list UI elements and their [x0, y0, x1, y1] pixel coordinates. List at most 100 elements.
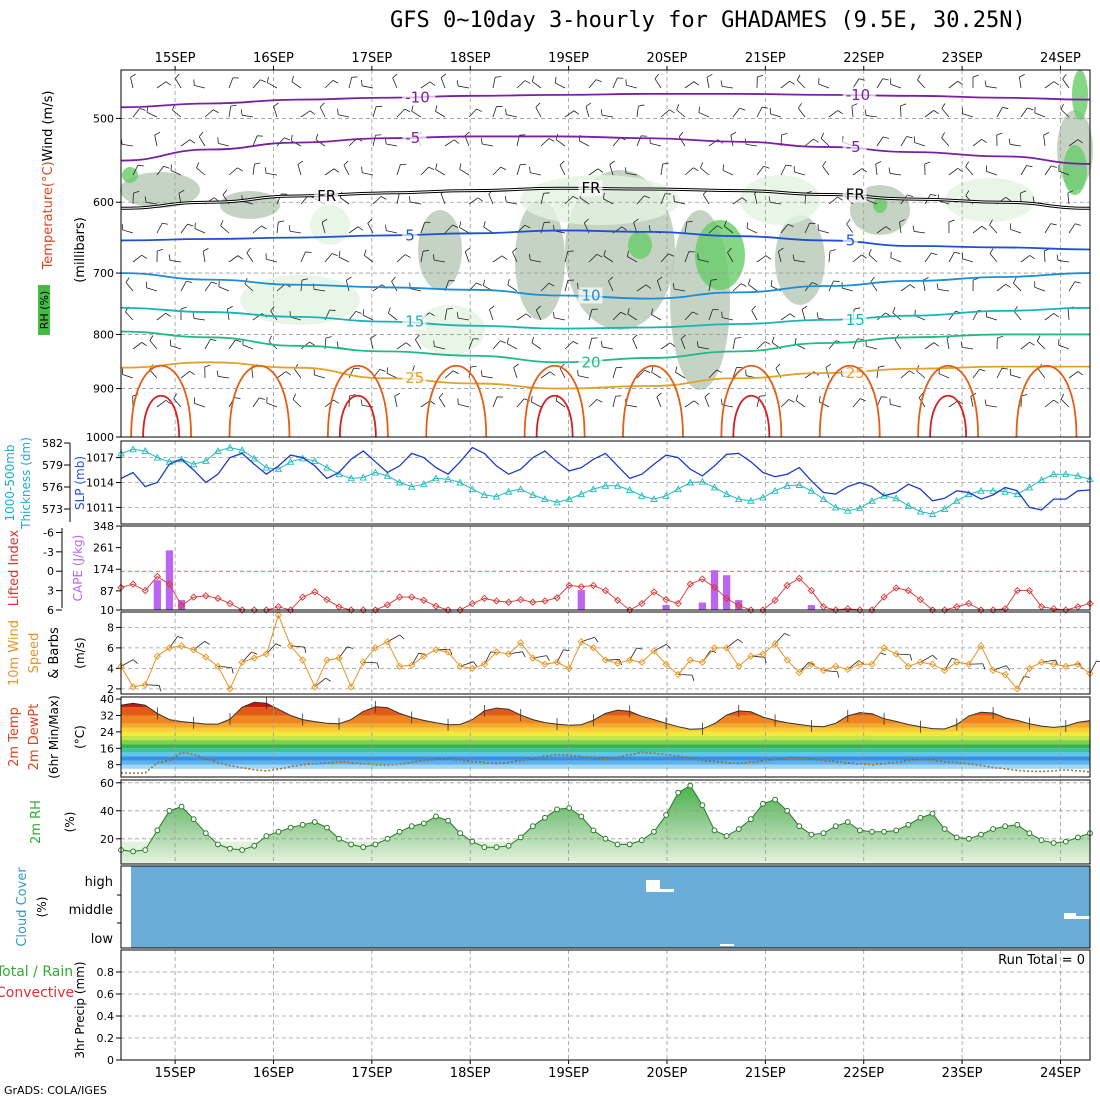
wind10m-barb-feather [276, 644, 281, 646]
top-date-tick-label: 15SEP [155, 51, 196, 66]
wind10m-barb-feather [880, 653, 886, 655]
wind-barb [900, 106, 901, 117]
wind-barb [613, 78, 617, 88]
wind-barb [1045, 82, 1054, 88]
wind-barb [219, 287, 229, 291]
wind-barb [243, 345, 253, 349]
wind-barb [923, 280, 925, 291]
wind10m-barb-feather [910, 655, 912, 661]
wind-barb [181, 224, 188, 233]
wind-barb-feather [652, 366, 653, 372]
wind-barb [493, 77, 495, 88]
wind-barb-feather [865, 110, 866, 116]
wind-barb [325, 254, 332, 262]
wind-barb [757, 256, 766, 262]
top-date-tick-label: 17SEP [351, 51, 392, 66]
thickness-tick-label: 573 [42, 503, 63, 516]
wind-barb-feather [601, 341, 602, 347]
wind-barb [349, 227, 358, 233]
wind-barb [181, 140, 190, 146]
rh-series-point [276, 829, 281, 834]
wind-barb [818, 230, 829, 233]
wind-barb-feather [900, 104, 906, 106]
precip-axis-tick-label: 0.8 [97, 966, 115, 979]
top-date-tick-label: 24SEP [1040, 51, 1081, 66]
rh-series-point [325, 825, 330, 830]
wind-barb [895, 340, 901, 349]
wind-barb [292, 82, 301, 88]
wind-barb [949, 81, 958, 88]
wind-barb-feather [937, 284, 938, 290]
wind-barb-feather [140, 108, 146, 110]
wind-barb [613, 367, 616, 378]
wind-barb [805, 139, 814, 146]
wind-barb [458, 404, 469, 407]
temp-contour-30 [1016, 366, 1076, 437]
rh-series-point [397, 829, 402, 834]
temp-contour-label: FR [581, 179, 600, 197]
wind-barb-feather [405, 109, 410, 112]
wind-barb-feather [332, 254, 338, 256]
rh-series-point [494, 845, 499, 850]
slp-axis-tick-label: 1011 [86, 501, 114, 514]
wind-barb-feather [721, 399, 722, 405]
wind-barb [146, 288, 157, 291]
wind-barb-feather [190, 371, 195, 374]
wind10m-barb-feather [595, 637, 599, 642]
temp-contour-label: -5 [846, 138, 861, 156]
wind-barb-feather [909, 371, 914, 374]
wind10m-ylabel-2: Speed [27, 633, 42, 674]
wind-barb-feather [536, 103, 540, 107]
wind10m-barb-feather [837, 672, 838, 678]
wind-barb [651, 314, 661, 320]
wind-barb [602, 115, 613, 117]
wind-barb [175, 79, 181, 88]
wind-barb [131, 77, 133, 88]
wind-barb [387, 373, 397, 378]
wind-barb [277, 372, 286, 378]
wind-barb-feather [375, 135, 381, 136]
wind-barb [853, 339, 857, 349]
temp-contour-label: 5 [846, 231, 856, 249]
wind-barb [517, 314, 526, 320]
wind-barb-feather [997, 133, 1003, 135]
rh-series-point [1063, 839, 1068, 844]
wind-barb-feather [430, 82, 435, 86]
rh-series-point [143, 848, 148, 853]
wind-barb [1045, 166, 1051, 175]
temp-ylabel-3: (6hr Min/Max) [47, 695, 61, 779]
wind-barb [267, 403, 277, 407]
wind-barb-feather [876, 162, 881, 165]
wind-barb-feather [1054, 400, 1059, 403]
wind-barb [746, 144, 757, 146]
rh-series-point [991, 827, 996, 832]
cape-bar [723, 575, 730, 610]
wind-barb [493, 341, 500, 349]
wind-barb-feather [231, 105, 237, 106]
wind-barb-feather [1009, 139, 1010, 145]
temp-contour-label: 10 [581, 286, 600, 304]
wind10m-axis-tick-label: 4 [107, 662, 114, 675]
wind-barb-feather [227, 306, 232, 309]
wind-barb-feather [747, 222, 748, 228]
wind-barb-feather [361, 80, 362, 86]
wind-barb-feather [834, 281, 840, 282]
wind-barb [757, 107, 762, 117]
wind-barb-feather [269, 336, 271, 341]
wind-barb-feather [278, 221, 284, 222]
wind-barb-feather [235, 398, 241, 399]
wind-barb-feather [436, 105, 437, 111]
wind-barb [1044, 135, 1045, 146]
wind-barb-feather [429, 167, 434, 170]
rh-series-point [506, 843, 511, 848]
wind-barb [842, 288, 853, 291]
wind-barb-feather [409, 196, 410, 202]
wind-barb [866, 346, 877, 349]
wind-barb-feather [633, 335, 637, 339]
wind-barb [484, 227, 493, 233]
wind-barb-feather [852, 104, 857, 106]
precip-axis-tick-label: 0.2 [97, 1032, 115, 1045]
wind-barb-feather [339, 251, 340, 257]
wind-barb [421, 167, 429, 175]
wind-barb-feather [655, 74, 659, 79]
